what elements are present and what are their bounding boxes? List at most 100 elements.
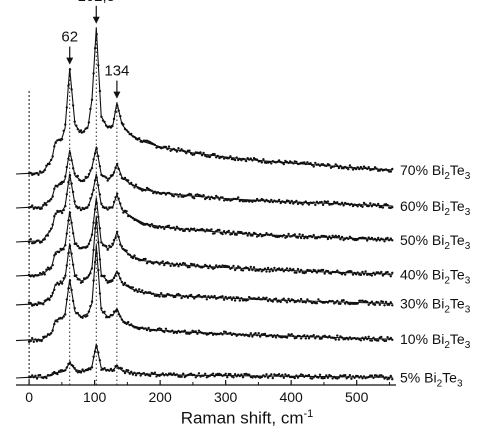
data-point bbox=[79, 371, 83, 374]
data-point bbox=[293, 376, 296, 380]
data-point bbox=[361, 205, 364, 208]
data-point bbox=[97, 64, 100, 67]
data-point bbox=[177, 147, 180, 150]
data-point bbox=[215, 194, 218, 198]
data-point bbox=[296, 376, 300, 379]
x-tick-label: 300 bbox=[214, 389, 238, 405]
data-point bbox=[248, 335, 251, 338]
data-point bbox=[386, 236, 389, 240]
data-point bbox=[233, 268, 237, 272]
data-point bbox=[351, 273, 355, 276]
data-point bbox=[375, 204, 378, 207]
data-point bbox=[174, 295, 177, 299]
data-point bbox=[51, 291, 54, 295]
data-point bbox=[210, 266, 213, 269]
data-point bbox=[116, 364, 119, 368]
data-point bbox=[270, 267, 273, 271]
data-point bbox=[42, 203, 45, 207]
data-point bbox=[241, 376, 245, 379]
data-point bbox=[207, 295, 210, 298]
data-point bbox=[70, 288, 73, 292]
data-point bbox=[106, 248, 109, 251]
data-point bbox=[361, 377, 364, 380]
data-point bbox=[67, 362, 70, 366]
data-point bbox=[53, 254, 56, 257]
data-point bbox=[167, 224, 171, 227]
data-point bbox=[37, 274, 40, 277]
data-point bbox=[92, 188, 95, 192]
data-point bbox=[87, 173, 91, 176]
data-point bbox=[255, 297, 259, 301]
data-point bbox=[287, 161, 290, 165]
data-point bbox=[120, 318, 124, 321]
data-point bbox=[246, 298, 249, 302]
data-point bbox=[386, 169, 389, 172]
data-point bbox=[130, 323, 133, 326]
data-point bbox=[227, 157, 230, 160]
data-point bbox=[292, 299, 295, 302]
data-point bbox=[67, 157, 70, 160]
data-point bbox=[86, 276, 89, 279]
data-point bbox=[97, 351, 100, 354]
data-point bbox=[254, 232, 257, 235]
data-point bbox=[119, 173, 122, 176]
data-point bbox=[288, 300, 292, 303]
peak-marker-0: 62 bbox=[61, 29, 78, 385]
data-point bbox=[312, 376, 315, 379]
data-point bbox=[351, 168, 355, 171]
data-point bbox=[369, 301, 372, 305]
series-label-sub2: 3 bbox=[465, 171, 471, 182]
data-point bbox=[73, 172, 76, 175]
data-point bbox=[163, 191, 166, 195]
data-point bbox=[164, 327, 168, 330]
data-point bbox=[45, 298, 48, 302]
series-label-mid: Te bbox=[450, 198, 465, 214]
data-point bbox=[90, 300, 94, 303]
data-point bbox=[98, 359, 102, 362]
data-point bbox=[287, 269, 290, 272]
data-point bbox=[362, 375, 366, 378]
data-point bbox=[277, 198, 281, 202]
data-point bbox=[87, 121, 91, 124]
data-point bbox=[49, 267, 53, 270]
data-point bbox=[237, 296, 240, 299]
data-point bbox=[312, 201, 315, 204]
series-line-6 bbox=[15, 343, 393, 379]
data-point bbox=[133, 135, 136, 139]
data-point bbox=[359, 165, 363, 169]
data-point bbox=[136, 257, 139, 261]
data-point bbox=[340, 235, 344, 239]
data-point bbox=[348, 336, 352, 339]
data-point bbox=[331, 234, 334, 237]
series-label-mid: Te bbox=[450, 296, 465, 312]
data-point bbox=[188, 229, 191, 233]
data-point bbox=[133, 254, 136, 257]
data-point bbox=[68, 361, 72, 364]
data-point bbox=[380, 335, 383, 339]
data-point bbox=[321, 203, 325, 207]
data-point bbox=[355, 273, 358, 276]
data-point bbox=[144, 327, 147, 330]
data-point bbox=[158, 263, 161, 266]
data-point bbox=[98, 258, 102, 261]
data-point bbox=[270, 232, 273, 236]
data-point bbox=[287, 199, 290, 203]
data-point bbox=[166, 374, 169, 377]
data-point bbox=[125, 322, 128, 326]
data-point bbox=[193, 297, 196, 300]
data-point bbox=[303, 237, 306, 240]
data-point bbox=[71, 299, 75, 303]
data-point bbox=[314, 374, 317, 377]
series-label-sub1: 2 bbox=[437, 378, 443, 389]
data-point bbox=[178, 294, 182, 297]
series-label-sub1: 2 bbox=[444, 207, 450, 218]
data-point bbox=[229, 331, 232, 335]
data-point bbox=[97, 184, 100, 187]
data-point bbox=[90, 98, 94, 102]
data-point bbox=[120, 207, 124, 210]
data-point bbox=[336, 164, 339, 167]
data-point bbox=[292, 162, 295, 165]
data-point bbox=[215, 264, 218, 267]
data-point bbox=[116, 309, 119, 312]
data-point bbox=[64, 369, 67, 372]
